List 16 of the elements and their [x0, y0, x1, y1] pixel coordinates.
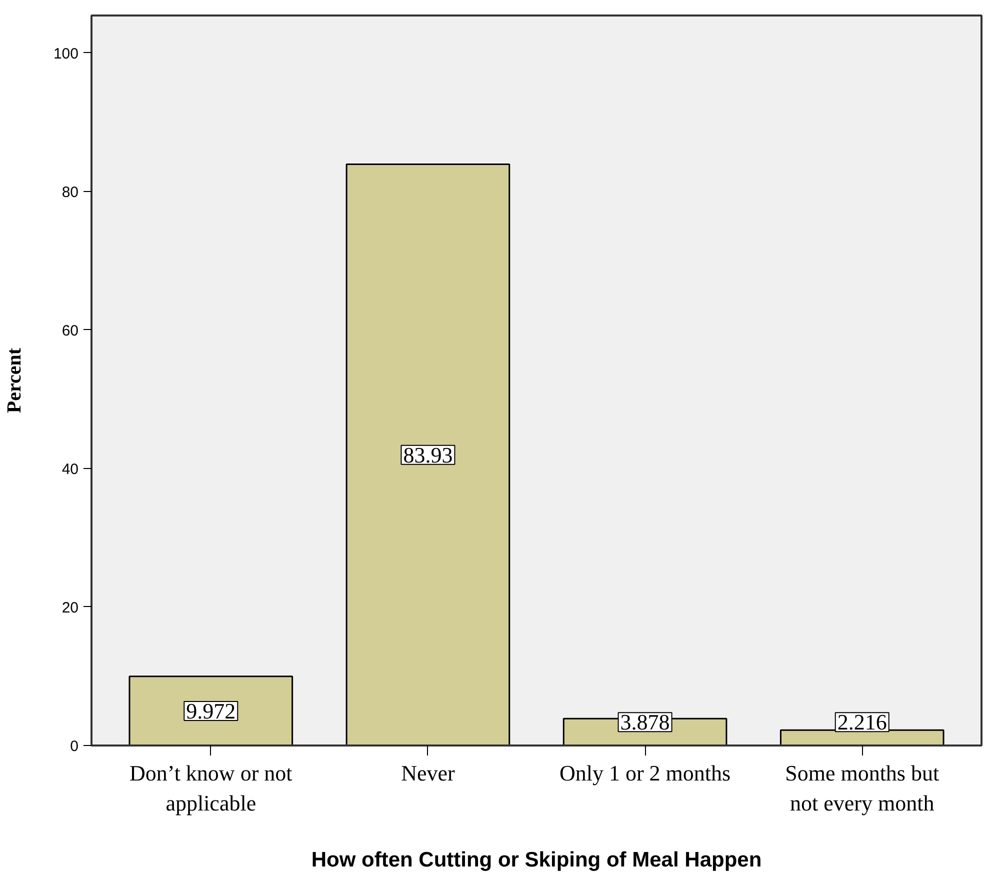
- y-tick-label: 60: [62, 322, 79, 340]
- y-tick-label: 0: [70, 738, 78, 755]
- data-label: 9.972: [186, 698, 236, 724]
- data-label: 83.93: [403, 442, 453, 468]
- y-tick-label: 40: [62, 460, 79, 478]
- y-tick-label: 100: [53, 45, 79, 62]
- x-axis-title: How often Cutting or Skiping of Meal Happen: [311, 848, 762, 872]
- y-axis-title: Percent: [3, 348, 26, 414]
- x-tick-label: Some months but not every month: [785, 760, 940, 816]
- x-tick-label: Don’t know or not applicable: [130, 760, 292, 816]
- y-tick-label: 20: [62, 599, 79, 616]
- data-label: 3.878: [620, 710, 670, 735]
- data-label: 2.216: [837, 710, 887, 735]
- x-tick-label: Never: [401, 760, 456, 786]
- y-tick-label: 80: [62, 184, 79, 201]
- x-tick-label: Only 1 or 2 months: [559, 760, 731, 786]
